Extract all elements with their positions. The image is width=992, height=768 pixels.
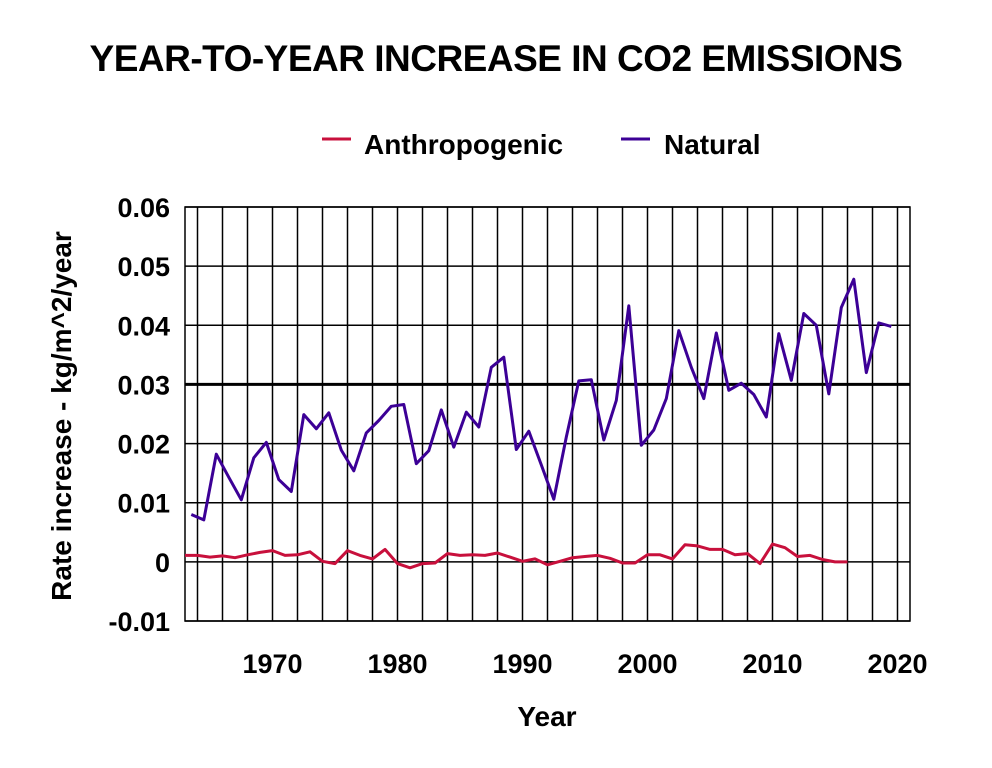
y-tick-label: 0.05	[117, 252, 170, 282]
legend-label: Anthropogenic	[364, 129, 563, 160]
y-tick-label: 0.06	[117, 193, 170, 223]
x-tick-label: 2010	[742, 649, 802, 679]
legend-item-natural: Natural	[621, 129, 760, 160]
y-tick-label: -0.01	[108, 607, 170, 637]
x-axis-ticks: 1970 1980 1990 2000 2010 2020	[242, 649, 927, 679]
x-tick-label: 2020	[867, 649, 927, 679]
y-axis-label: Rate increase - kg/m^2/year	[46, 231, 77, 601]
x-tick-label: 2000	[617, 649, 677, 679]
x-axis-label: Year	[517, 701, 576, 732]
y-axis-ticks: -0.01 0 0.01 0.02 0.03 0.04 0.05 0.06	[108, 193, 170, 637]
y-tick-label: 0	[155, 548, 170, 578]
x-tick-label: 1990	[492, 649, 552, 679]
x-tick-label: 1970	[242, 649, 302, 679]
legend-label: Natural	[664, 129, 760, 160]
y-tick-label: 0.03	[117, 370, 170, 400]
y-tick-label: 0.04	[117, 311, 170, 341]
legend-item-anthropogenic: Anthropogenic	[322, 129, 563, 160]
y-tick-label: 0.01	[117, 489, 170, 519]
series-lines	[185, 277, 892, 570]
chart-title: YEAR-TO-YEAR INCREASE IN CO2 EMISSIONS	[89, 38, 903, 79]
grid	[184, 206, 911, 622]
x-tick-label: 1980	[367, 649, 427, 679]
y-tick-label: 0.02	[117, 430, 170, 460]
series-line-anthropogenic	[185, 542, 848, 570]
series-line-natural	[190, 277, 892, 522]
legend: Anthropogenic Natural	[322, 129, 760, 160]
